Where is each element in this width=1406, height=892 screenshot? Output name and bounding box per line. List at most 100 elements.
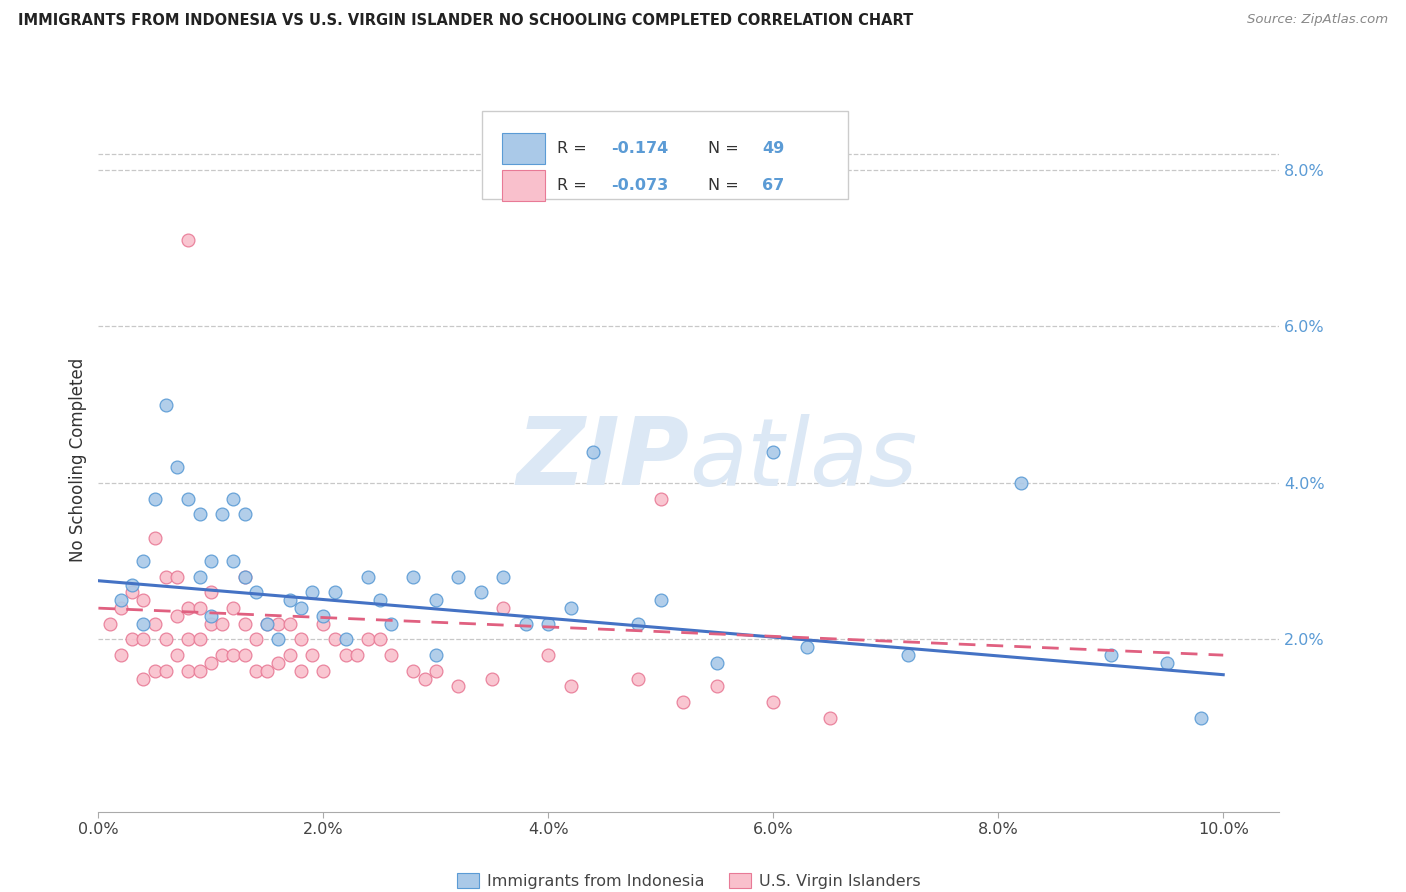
Point <box>290 664 312 678</box>
Point <box>211 616 233 631</box>
Point <box>335 648 357 662</box>
Point <box>222 491 245 506</box>
Point <box>200 585 222 599</box>
Point <box>177 491 200 506</box>
Text: -0.073: -0.073 <box>612 178 668 193</box>
Point <box>267 632 290 647</box>
Point <box>290 601 312 615</box>
Point <box>132 616 155 631</box>
Point <box>211 507 233 521</box>
Point <box>796 640 818 655</box>
Point <box>312 616 335 631</box>
Point <box>200 616 222 631</box>
Point <box>1156 656 1178 670</box>
Point <box>470 585 492 599</box>
Point <box>245 632 267 647</box>
Point <box>560 601 582 615</box>
Point <box>335 632 357 647</box>
Point <box>627 616 650 631</box>
Text: N =: N = <box>707 141 744 155</box>
Point <box>188 632 211 647</box>
Point <box>188 601 211 615</box>
Point <box>233 507 256 521</box>
Point <box>166 570 188 584</box>
Point <box>278 648 301 662</box>
Point <box>132 632 155 647</box>
Text: R =: R = <box>557 141 592 155</box>
Point <box>515 616 537 631</box>
Point <box>368 632 391 647</box>
Point <box>245 585 267 599</box>
Point <box>200 656 222 670</box>
Point <box>706 656 728 670</box>
Point <box>492 601 515 615</box>
Point <box>897 648 920 662</box>
Point <box>346 648 368 662</box>
Point <box>245 664 267 678</box>
Point <box>560 680 582 694</box>
Point <box>188 664 211 678</box>
Point <box>481 672 503 686</box>
Point <box>166 648 188 662</box>
Point <box>98 616 121 631</box>
Point <box>155 570 177 584</box>
Point <box>301 648 323 662</box>
Point <box>132 593 155 607</box>
Point <box>672 695 695 709</box>
Text: ZIP: ZIP <box>516 413 689 506</box>
Y-axis label: No Schooling Completed: No Schooling Completed <box>69 358 87 561</box>
Point <box>132 672 155 686</box>
Point <box>222 648 245 662</box>
Point <box>110 593 132 607</box>
Point <box>121 585 143 599</box>
Point <box>425 648 447 662</box>
Point <box>143 491 166 506</box>
Bar <box>502 169 546 201</box>
Point <box>233 570 256 584</box>
Point <box>177 664 200 678</box>
FancyBboxPatch shape <box>482 111 848 199</box>
Point <box>413 672 436 686</box>
Text: atlas: atlas <box>689 414 917 505</box>
Point <box>762 444 785 458</box>
Text: R =: R = <box>557 178 592 193</box>
Point <box>537 616 560 631</box>
Point <box>380 616 402 631</box>
Point <box>166 609 188 624</box>
Point <box>290 632 312 647</box>
Point <box>222 554 245 568</box>
Point <box>582 444 605 458</box>
Point <box>1099 648 1122 662</box>
Text: 67: 67 <box>762 178 785 193</box>
Point <box>301 585 323 599</box>
Point <box>132 554 155 568</box>
Point <box>312 664 335 678</box>
Point <box>143 531 166 545</box>
Point <box>323 632 346 647</box>
Point <box>121 577 143 591</box>
Text: IMMIGRANTS FROM INDONESIA VS U.S. VIRGIN ISLANDER NO SCHOOLING COMPLETED CORRELA: IMMIGRANTS FROM INDONESIA VS U.S. VIRGIN… <box>18 13 914 29</box>
Point <box>447 680 470 694</box>
Point <box>222 601 245 615</box>
Point <box>166 460 188 475</box>
Point <box>380 648 402 662</box>
Point <box>357 570 380 584</box>
Point <box>323 585 346 599</box>
Text: -0.174: -0.174 <box>612 141 668 155</box>
Point <box>155 664 177 678</box>
Point <box>278 616 301 631</box>
Text: 49: 49 <box>762 141 785 155</box>
Text: Source: ZipAtlas.com: Source: ZipAtlas.com <box>1247 13 1388 27</box>
Point <box>267 616 290 631</box>
Point <box>492 570 515 584</box>
Point <box>650 593 672 607</box>
Point <box>233 616 256 631</box>
Point <box>762 695 785 709</box>
Point <box>267 656 290 670</box>
Point <box>143 616 166 631</box>
Point <box>177 632 200 647</box>
Point <box>200 554 222 568</box>
Point <box>1010 475 1032 490</box>
Point <box>706 680 728 694</box>
Point <box>177 601 200 615</box>
